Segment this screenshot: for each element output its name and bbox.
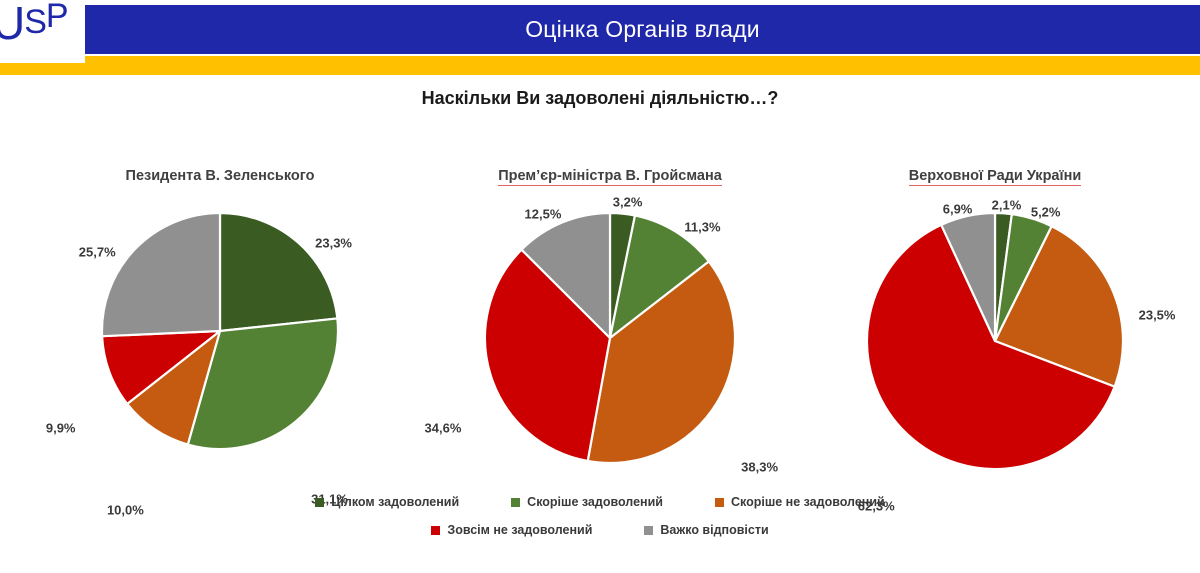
- logo-text: USP: [0, 0, 69, 49]
- pie-slice-label: 3,2%: [612, 194, 643, 210]
- pie-slice: [100, 211, 222, 338]
- pie-slice-label: 11,3%: [684, 219, 721, 235]
- header-bar: Оцінка Органів влади: [85, 5, 1200, 54]
- pie-slice-label: 12,5%: [524, 206, 562, 222]
- pie-slice-label: 62,3%: [857, 498, 895, 514]
- pie-slice-label: 34,6%: [424, 420, 462, 436]
- pie-svg: [483, 211, 737, 465]
- pie-slice-label: 23,3%: [315, 235, 352, 251]
- pie-chart-president: Пезидента В. Зеленського 23,3% 31,1% 10,0%…: [30, 160, 410, 518]
- legend-label: Важко відповісти: [660, 523, 769, 537]
- header-band: Оцінка Органів влади: [0, 0, 1200, 57]
- legend-label: Зовсім не задоволений: [447, 523, 593, 537]
- pie-slice: [993, 225, 1125, 388]
- legend-item[interactable]: Цілком задоволений: [315, 495, 459, 509]
- pie-slice-label: 5,2%: [1030, 204, 1061, 220]
- legend-swatch-icon: [511, 497, 521, 507]
- pie-slice: [218, 211, 339, 333]
- pie-area: 23,3% 31,1% 10,0% 9,9% 25,7%: [30, 198, 410, 518]
- pie-slice-label: 9,9%: [45, 420, 76, 436]
- pie-slice-label: 23,5%: [1138, 307, 1176, 323]
- charts-container: Пезидента В. Зеленського 23,3% 31,1% 10,0%…: [0, 160, 1200, 518]
- legend-label: Скоріше задоволений: [527, 495, 663, 509]
- pie-slice: [865, 223, 1116, 471]
- legend-swatch-icon: [315, 497, 325, 507]
- chart-title: Пезидента В. Зеленського: [125, 168, 315, 184]
- page-title: Оцінка Органів влади: [525, 16, 760, 42]
- pie-slice: [940, 211, 997, 343]
- legend-row: Зовсім не задоволений Важко відповісти: [0, 516, 1200, 544]
- legend-swatch-icon: [644, 525, 654, 535]
- legend-swatch-icon: [431, 525, 441, 535]
- accent-band: [0, 56, 1200, 75]
- pie-slice-label: 2,1%: [991, 197, 1022, 213]
- pie-slice: [126, 329, 222, 446]
- legend: Цілком задоволений Скоріше задоволений Ско…: [0, 488, 1200, 544]
- pie-svg: [100, 211, 340, 451]
- pie-slice-label: 25,7%: [78, 244, 116, 260]
- legend-item[interactable]: Скоріше не задоволений: [714, 495, 885, 509]
- survey-question: Наскільки Ви задоволені діяльністю…?: [421, 88, 779, 108]
- chart-title-text: Верховної Ради України: [908, 168, 1082, 186]
- pie-chart-prime-minister: Прем’єр-міністра В. Гройсмана 3,2% 11,3% 3…: [420, 160, 800, 480]
- pie-slice: [186, 317, 340, 451]
- pie-slice: [586, 260, 737, 465]
- pie-chart-parliament: Верховної Ради України 2,1% 5,2% 23,5% 62,3…: [805, 160, 1185, 514]
- pie-svg: [865, 211, 1125, 471]
- legend-label: Цілком задоволений: [331, 495, 460, 509]
- pie-area: 2,1% 5,2% 23,5% 62,3% 6,9%: [805, 197, 1185, 514]
- pie-slice-label: 6,9%: [942, 201, 973, 217]
- legend-item[interactable]: Скоріше задоволений: [511, 495, 663, 509]
- chart-title-text: Прем’єр-міністра В. Гройсмана: [498, 168, 722, 186]
- chart-title: Верховної Ради України: [805, 168, 1185, 186]
- legend-swatch-icon: [714, 497, 724, 507]
- pie-slice-label: 10,0%: [106, 502, 144, 518]
- legend-row: Цілком задоволений Скоріше задоволений Ско…: [0, 488, 1200, 516]
- pie-slice: [483, 248, 612, 463]
- chart-title: Прем’єр-міністра В. Гройсмана: [420, 168, 800, 186]
- pie-area: 3,2% 11,3% 38,3% 34,6% 12,5%: [420, 194, 800, 474]
- pie-slice: [608, 214, 710, 340]
- legend-label: Скоріше не задоволений: [730, 495, 885, 509]
- legend-item[interactable]: Важко відповісти: [644, 523, 769, 537]
- pie-slice: [101, 329, 222, 406]
- pie-slice: [520, 211, 612, 340]
- pie-slice-label: 38,3%: [741, 459, 779, 475]
- usp-logo: USP: [0, 0, 85, 63]
- legend-item[interactable]: Зовсім не задоволений: [431, 523, 592, 537]
